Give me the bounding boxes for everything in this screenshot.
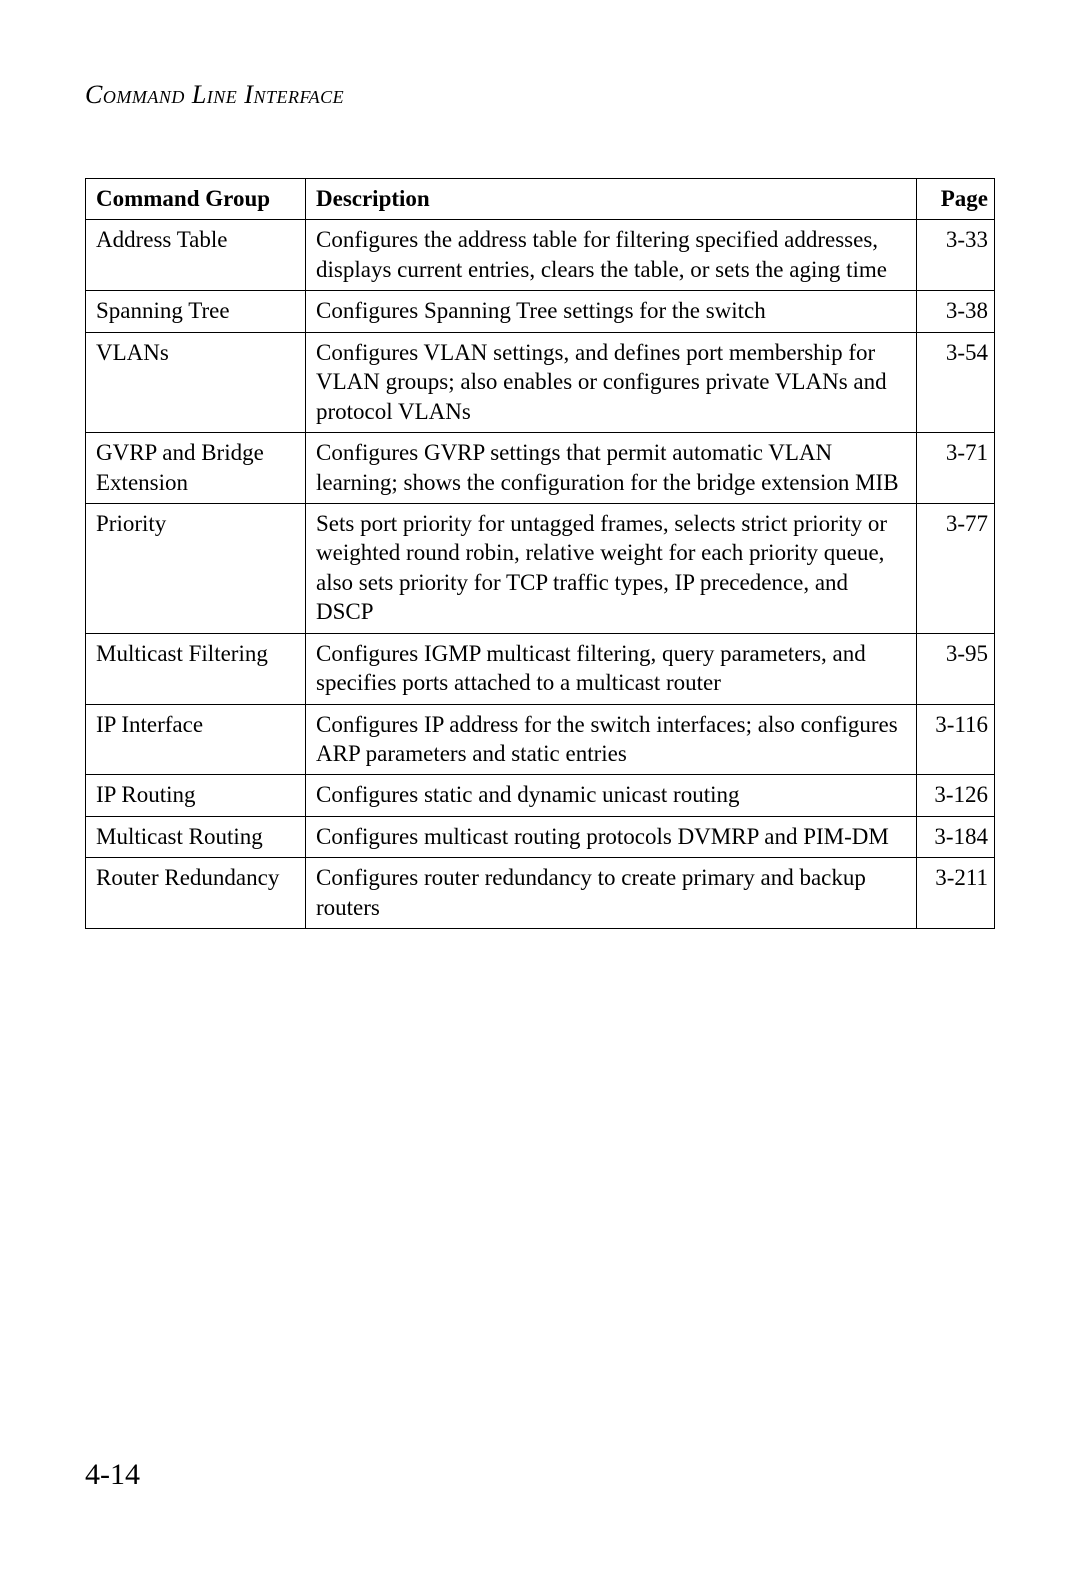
cell-description: Configures IP address for the switch int… bbox=[306, 704, 917, 775]
cell-group: IP Interface bbox=[86, 704, 306, 775]
cell-description: Configures VLAN settings, and defines po… bbox=[306, 332, 917, 432]
cell-group: Spanning Tree bbox=[86, 291, 306, 332]
page-number: 4-14 bbox=[85, 1458, 140, 1492]
cell-description: Configures the address table for filteri… bbox=[306, 220, 917, 291]
cell-description: Configures static and dynamic unicast ro… bbox=[306, 775, 917, 816]
cell-description: Configures multicast routing protocols D… bbox=[306, 816, 917, 857]
table-row: VLANs Configures VLAN settings, and defi… bbox=[86, 332, 995, 432]
table-row: Address Table Configures the address tab… bbox=[86, 220, 995, 291]
cell-group: Address Table bbox=[86, 220, 306, 291]
cell-page: 3-33 bbox=[917, 220, 995, 291]
cell-group: GVRP and Bridge Extension bbox=[86, 433, 306, 504]
command-group-table: Command Group Description Page Address T… bbox=[85, 178, 995, 929]
cell-group: Router Redundancy bbox=[86, 858, 306, 929]
table-row: Spanning Tree Configures Spanning Tree s… bbox=[86, 291, 995, 332]
cell-group: Multicast Filtering bbox=[86, 633, 306, 704]
table-row: Multicast Routing Configures multicast r… bbox=[86, 816, 995, 857]
cell-description: Configures GVRP settings that permit aut… bbox=[306, 433, 917, 504]
cell-page: 3-116 bbox=[917, 704, 995, 775]
cell-description: Sets port priority for untagged frames, … bbox=[306, 503, 917, 633]
cell-page: 3-77 bbox=[917, 503, 995, 633]
col-header-group: Command Group bbox=[86, 179, 306, 220]
table-row: Multicast Filtering Configures IGMP mult… bbox=[86, 633, 995, 704]
table-body: Address Table Configures the address tab… bbox=[86, 220, 995, 929]
col-header-description: Description bbox=[306, 179, 917, 220]
cell-description: Configures router redundancy to create p… bbox=[306, 858, 917, 929]
cell-page: 3-95 bbox=[917, 633, 995, 704]
cell-description: Configures Spanning Tree settings for th… bbox=[306, 291, 917, 332]
cell-page: 3-126 bbox=[917, 775, 995, 816]
col-header-page: Page bbox=[917, 179, 995, 220]
cell-page: 3-38 bbox=[917, 291, 995, 332]
cell-group: Priority bbox=[86, 503, 306, 633]
cell-group: VLANs bbox=[86, 332, 306, 432]
table-row: IP Interface Configures IP address for t… bbox=[86, 704, 995, 775]
page-header: Command Line Interface bbox=[85, 80, 995, 110]
table-row: IP Routing Configures static and dynamic… bbox=[86, 775, 995, 816]
cell-page: 3-184 bbox=[917, 816, 995, 857]
cell-description: Configures IGMP multicast filtering, que… bbox=[306, 633, 917, 704]
cell-page: 3-71 bbox=[917, 433, 995, 504]
table-row: Priority Sets port priority for untagged… bbox=[86, 503, 995, 633]
table-header-row: Command Group Description Page bbox=[86, 179, 995, 220]
cell-group: Multicast Routing bbox=[86, 816, 306, 857]
cell-page: 3-54 bbox=[917, 332, 995, 432]
cell-page: 3-211 bbox=[917, 858, 995, 929]
table-row: GVRP and Bridge Extension Configures GVR… bbox=[86, 433, 995, 504]
table-row: Router Redundancy Configures router redu… bbox=[86, 858, 995, 929]
cell-group: IP Routing bbox=[86, 775, 306, 816]
